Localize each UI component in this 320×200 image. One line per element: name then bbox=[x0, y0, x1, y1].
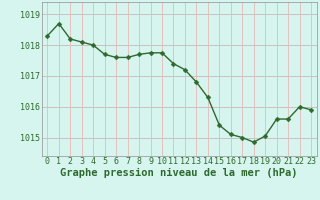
X-axis label: Graphe pression niveau de la mer (hPa): Graphe pression niveau de la mer (hPa) bbox=[60, 168, 298, 178]
